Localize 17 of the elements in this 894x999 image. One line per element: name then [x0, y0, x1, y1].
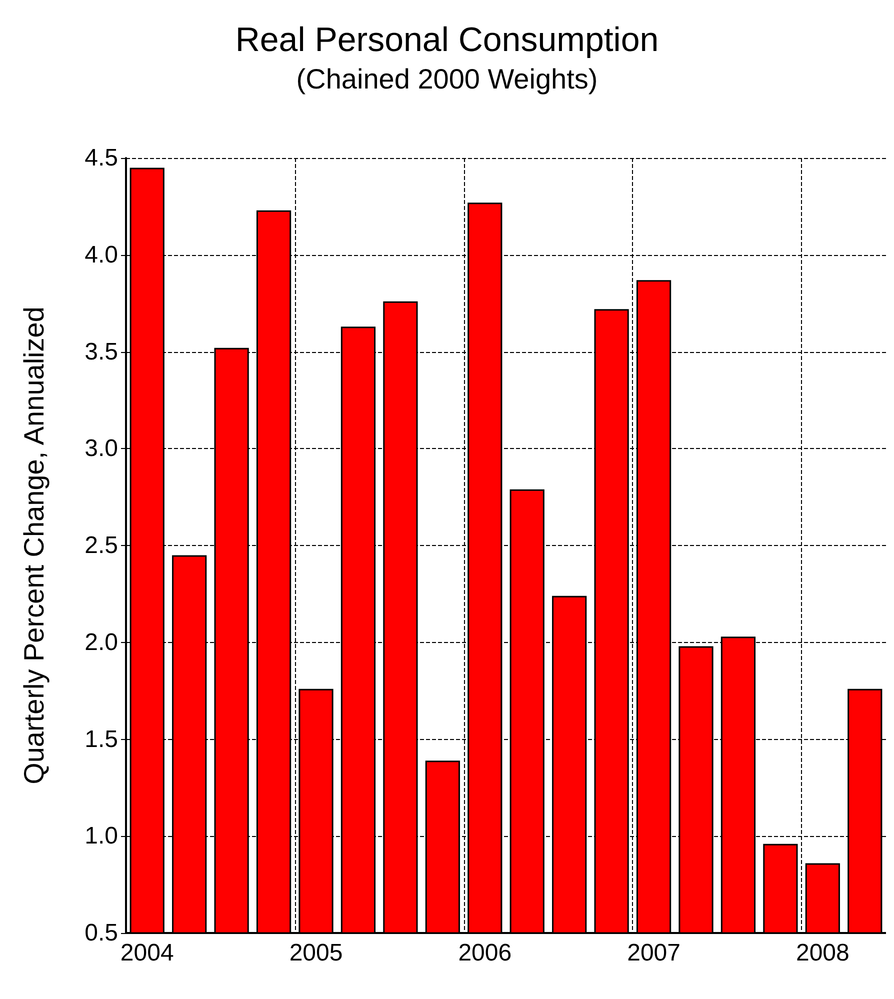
x-tick-label: 2005 [289, 940, 343, 966]
chart-subtitle: (Chained 2000 Weights) [296, 64, 598, 94]
y-tick-label: 4.5 [84, 144, 118, 172]
x-tick-label: 2007 [627, 940, 680, 966]
y-tick-label: 3.0 [84, 435, 118, 462]
x-tick-label: 2006 [458, 940, 512, 966]
y-tick-label: 2.5 [84, 532, 118, 559]
y-tick-label: 4.0 [84, 241, 118, 268]
y-tick-label: 3.5 [84, 338, 118, 366]
y-tick-label: 2.0 [84, 628, 118, 656]
y-axis-title: Quarterly Percent Change, Annualized [18, 306, 50, 784]
y-tick-label: 0.5 [84, 920, 118, 946]
y-tick-label: 1.5 [84, 726, 118, 753]
y-tick-label: 1.0 [84, 822, 118, 850]
x-tick-label: 2008 [796, 940, 850, 966]
chart-title: Real Personal Consumption [235, 21, 659, 59]
x-tick-label: 2004 [120, 940, 174, 966]
